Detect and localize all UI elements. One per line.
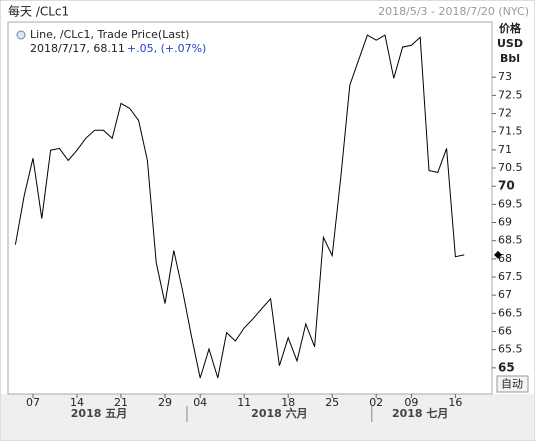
y-tick-label: 68.5 (498, 234, 523, 247)
x-tick-label: 04 (193, 396, 207, 409)
y-tick-label: 72.5 (498, 88, 523, 101)
y-tick-label: 71.5 (498, 125, 523, 138)
x-tick-label: 14 (70, 396, 84, 409)
legend-change: +.05, (+.07%) (127, 42, 206, 55)
x-axis-band (1, 394, 534, 440)
y-tick-label: 66 (498, 325, 512, 338)
y-tick-label: 70 (498, 179, 515, 193)
y-axis-label: 价格 (499, 21, 522, 35)
x-tick-label: 18 (281, 396, 295, 409)
legend-icon[interactable] (16, 30, 26, 40)
y-tick-label: 70.5 (498, 161, 523, 174)
month-label: 2018 七月 (392, 406, 448, 420)
x-tick-label: 25 (325, 396, 339, 409)
legend-last: 2018/7/17, 68.11 +.05, (+.07%) (30, 42, 206, 55)
y-tick-label: 65 (498, 360, 515, 374)
y-tick-label: 67 (498, 288, 512, 301)
y-axis-label: Bbl (500, 52, 520, 65)
legend-series: Line, /CLc1, Trade Price(Last) (30, 28, 189, 41)
y-tick-label: 65.5 (498, 343, 523, 356)
auto-button-label[interactable]: 自动 (501, 378, 523, 391)
month-label: 2018 五月 (71, 407, 127, 420)
y-tick-label: 73 (498, 70, 512, 83)
y-tick-label: 66.5 (498, 306, 523, 319)
x-tick-label: 07 (26, 396, 40, 409)
x-tick-label: 21 (114, 396, 128, 409)
y-tick-label: 71 (498, 143, 512, 156)
x-tick-label: 09 (404, 396, 418, 409)
x-tick-label: 11 (237, 396, 251, 409)
date-range: 2018/5/3 - 2018/7/20 (NYC) (378, 5, 529, 18)
x-tick-label: 02 (369, 396, 383, 409)
y-tick-label: 72 (498, 107, 512, 120)
last-value-marker (494, 250, 502, 259)
y-tick-label: 67.5 (498, 270, 523, 283)
month-label: 2018 六月 (251, 406, 307, 420)
x-tick-label: 29 (158, 396, 172, 409)
auto-button[interactable] (496, 375, 529, 393)
x-tick-label: 16 (448, 396, 462, 409)
y-axis-label: USD (497, 37, 523, 50)
chart-title: 每天 /CLc1 (8, 4, 69, 19)
legend-last-value: 2018/7/17, 68.11 (30, 42, 125, 55)
plot-area (7, 21, 493, 395)
y-tick-label: 69 (498, 216, 512, 229)
price-line (14, 34, 465, 379)
y-tick-label: 69.5 (498, 197, 523, 210)
